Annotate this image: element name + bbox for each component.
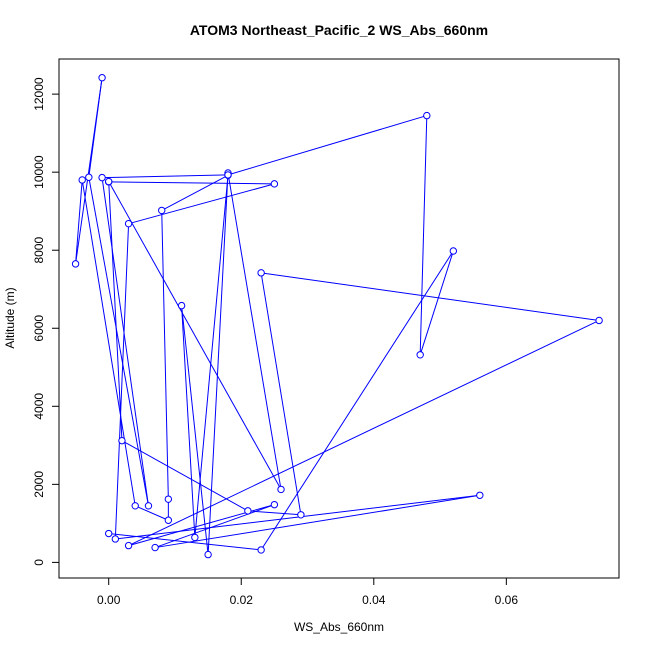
data-point <box>131 502 139 510</box>
series-segment <box>419 250 454 355</box>
y-tick-label: 8000 <box>32 237 46 264</box>
data-point <box>449 247 458 255</box>
series-segment <box>419 115 428 355</box>
data-point <box>244 507 252 515</box>
data-point <box>105 177 113 186</box>
data-point <box>124 219 133 228</box>
data-point <box>257 269 265 277</box>
y-tick-label: 2000 <box>32 471 46 498</box>
series-segment <box>155 494 480 549</box>
data-point <box>151 543 159 552</box>
series-segment <box>261 272 600 321</box>
series-segment <box>108 181 123 441</box>
x-tick-label: 0.00 <box>97 593 121 607</box>
y-tick-label: 4000 <box>32 393 46 420</box>
data-point <box>595 316 603 325</box>
series-segment <box>108 181 275 185</box>
data-point <box>476 491 484 499</box>
data-point <box>257 546 265 554</box>
data-point <box>98 74 106 82</box>
series-segment <box>101 177 149 506</box>
series-segment <box>260 272 302 515</box>
data-point <box>177 301 186 310</box>
series-segment <box>227 172 282 490</box>
series-lines <box>75 77 600 555</box>
data-point <box>416 351 424 359</box>
data-point <box>270 500 279 509</box>
series-segment <box>114 223 130 539</box>
chart-title: ATOM3 Northeast_Pacific_2 WS_Abs_660nm <box>190 22 488 38</box>
data-point <box>164 495 173 503</box>
series-segment <box>181 305 209 555</box>
data-point <box>105 529 113 538</box>
data-point <box>144 502 153 510</box>
data-point <box>423 111 431 120</box>
plot-frame <box>58 58 620 579</box>
x-axis: 0.00 0.02 0.04 0.06 <box>97 577 519 607</box>
x-tick-label: 0.06 <box>495 593 519 607</box>
data-point <box>224 171 232 179</box>
data-point <box>71 260 80 268</box>
series-segment <box>88 77 103 178</box>
data-point <box>158 206 166 215</box>
x-tick-label: 0.02 <box>230 593 254 607</box>
y-axis: 0 2000 4000 6000 8000 10000 12000 <box>32 77 60 566</box>
data-point <box>78 176 86 184</box>
series-segment <box>207 172 229 555</box>
series-segment <box>108 533 262 551</box>
data-point <box>85 173 93 181</box>
series-segment <box>128 183 275 225</box>
series-segment <box>81 179 136 506</box>
data-point <box>111 535 120 543</box>
series-segment <box>121 440 249 512</box>
y-tick-label: 0 <box>32 559 46 566</box>
series-segment <box>161 174 229 211</box>
series-segment <box>135 505 169 521</box>
data-point <box>124 541 133 550</box>
series-segment <box>102 174 229 179</box>
data-point <box>118 436 126 445</box>
series-segment <box>161 210 169 500</box>
series-segment <box>115 494 480 540</box>
data-point <box>270 180 279 188</box>
series-segment <box>75 179 83 264</box>
x-tick-label: 0.04 <box>362 593 386 607</box>
series-segment <box>194 175 229 538</box>
x-axis-label: WS_Abs_660nm <box>294 620 384 634</box>
series-segment <box>108 181 282 490</box>
y-axis-label: Altitude (m) <box>3 287 17 348</box>
data-point <box>297 511 305 519</box>
series-segment <box>181 305 196 538</box>
data-point <box>204 550 212 559</box>
data-point <box>98 173 106 182</box>
data-point <box>191 533 199 542</box>
data-point <box>277 485 285 494</box>
y-tick-label: 6000 <box>32 315 46 342</box>
series-segment <box>88 177 149 506</box>
data-point <box>164 516 173 524</box>
y-tick-label: 10000 <box>32 155 46 189</box>
series-segment <box>128 320 600 547</box>
series-segment <box>260 250 454 551</box>
series-points <box>71 74 603 559</box>
y-tick-label: 12000 <box>32 77 46 111</box>
series-segment <box>247 510 301 516</box>
series-segment <box>227 115 427 176</box>
